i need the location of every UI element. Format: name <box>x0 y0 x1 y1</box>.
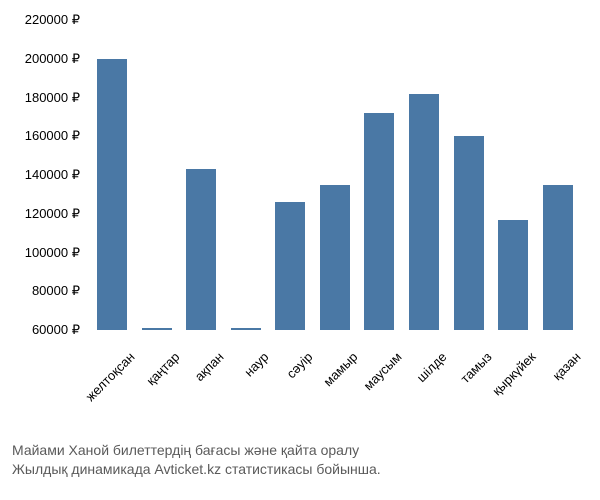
x-axis-labels: желтоқсанқаңтарақпаннаурсәуірмамырмаусым… <box>90 335 580 435</box>
bar <box>364 113 394 330</box>
bar-wrapper <box>536 185 580 330</box>
chart-caption: Майами Ханой билеттердің бағасы және қай… <box>12 441 381 480</box>
y-tick-label: 220000 ₽ <box>25 12 80 28</box>
bar <box>275 202 305 330</box>
y-tick-label: 160000 ₽ <box>25 128 80 144</box>
bar-wrapper <box>224 328 268 330</box>
bar <box>97 59 127 330</box>
bar <box>409 94 439 330</box>
bar-wrapper <box>447 136 491 330</box>
bar-wrapper <box>402 94 446 330</box>
bar <box>186 169 216 330</box>
bar-wrapper <box>357 113 401 330</box>
bar-wrapper <box>90 59 134 330</box>
bar <box>231 328 261 330</box>
bar-wrapper <box>135 328 179 330</box>
bar-wrapper <box>491 220 535 330</box>
chart-area <box>90 20 580 330</box>
y-tick-label: 80000 ₽ <box>32 283 80 299</box>
y-tick-label: 200000 ₽ <box>25 51 80 67</box>
bar <box>498 220 528 330</box>
bar <box>543 185 573 330</box>
bar <box>454 136 484 330</box>
bar <box>142 328 172 330</box>
y-axis: 60000 ₽80000 ₽100000 ₽120000 ₽140000 ₽16… <box>0 20 85 330</box>
bar-wrapper <box>268 202 312 330</box>
y-tick-label: 60000 ₽ <box>32 322 80 338</box>
bars-container <box>90 20 580 330</box>
y-tick-label: 100000 ₽ <box>25 245 80 261</box>
y-tick-label: 120000 ₽ <box>25 206 80 222</box>
bar-wrapper <box>179 169 223 330</box>
caption-line-1: Майами Ханой билеттердің бағасы және қай… <box>12 441 381 461</box>
caption-line-2: Жылдық динамикада Avticket.kz статистика… <box>12 460 381 480</box>
bar <box>320 185 350 330</box>
y-tick-label: 180000 ₽ <box>25 90 80 106</box>
bar-wrapper <box>313 185 357 330</box>
y-tick-label: 140000 ₽ <box>25 167 80 183</box>
